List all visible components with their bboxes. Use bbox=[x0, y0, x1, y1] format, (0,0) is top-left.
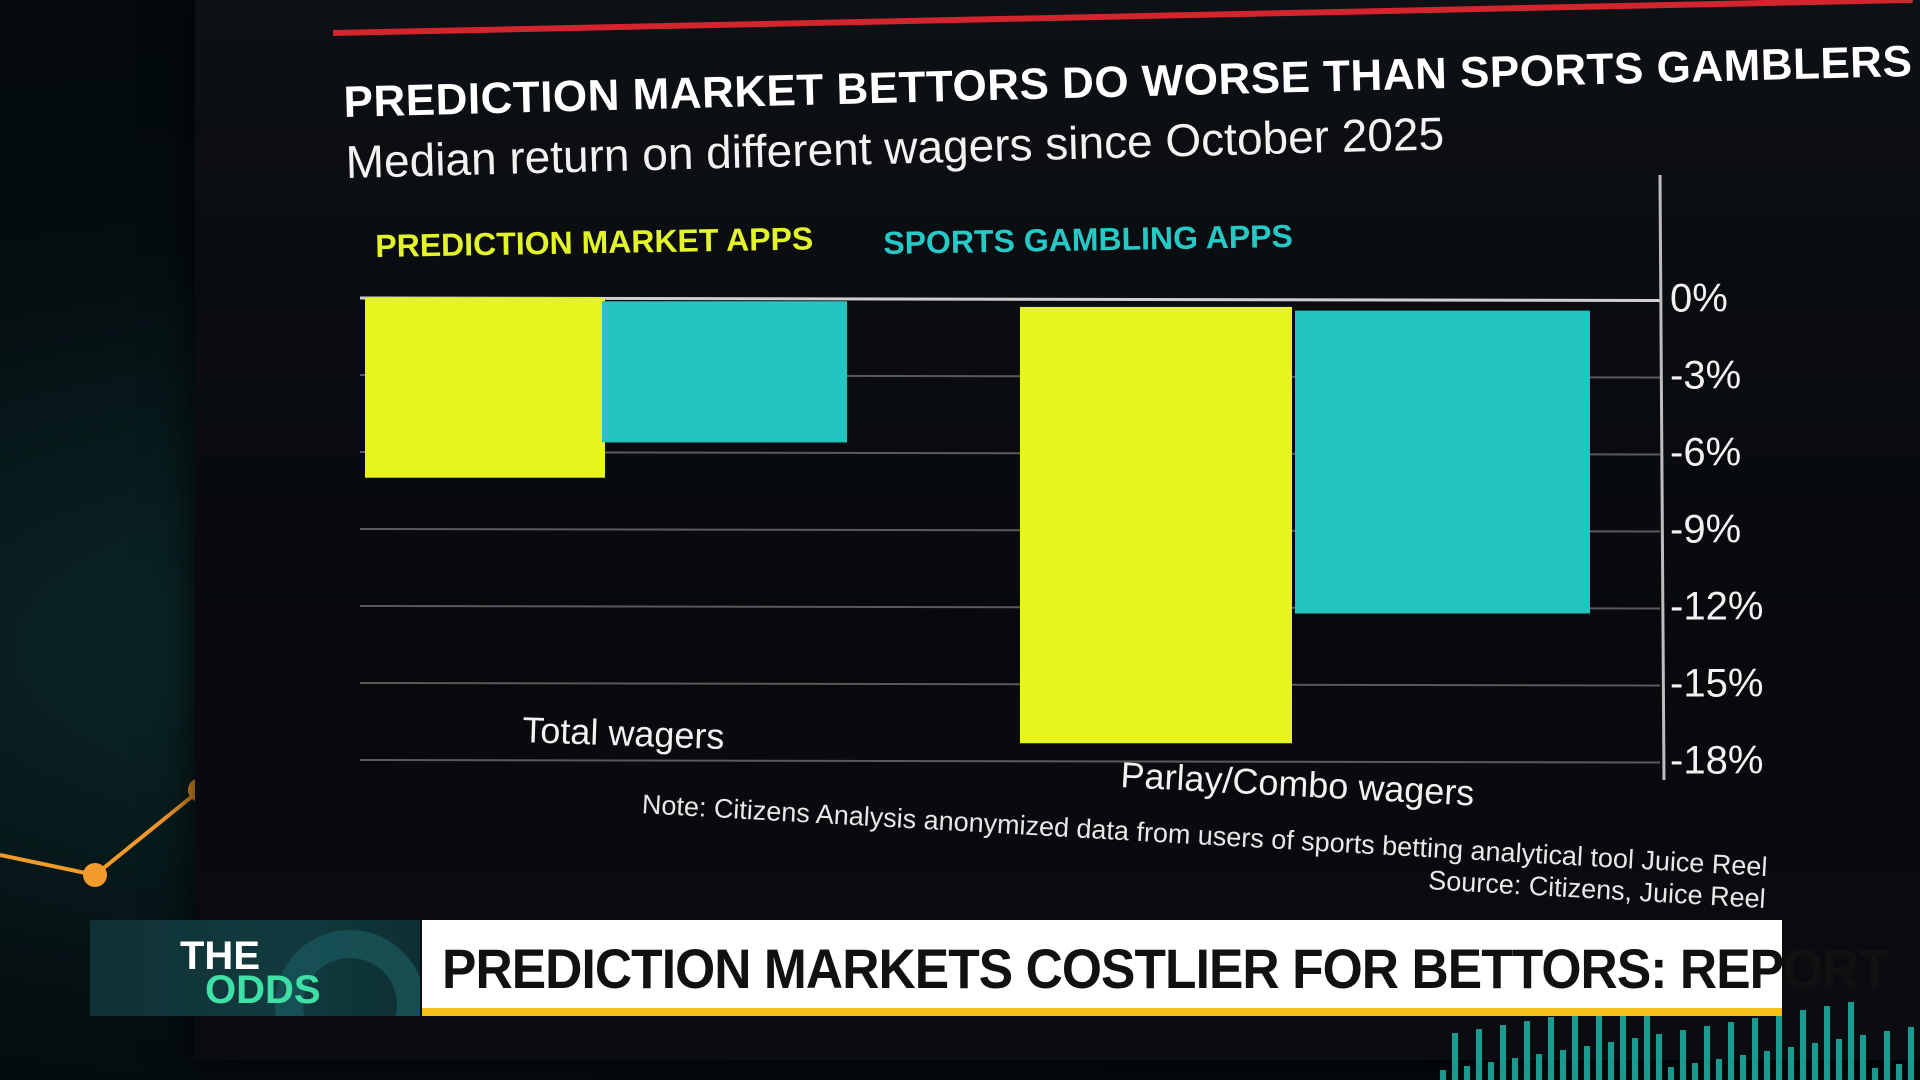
visualizer-bar bbox=[1740, 1055, 1746, 1080]
visualizer-bar bbox=[1728, 1022, 1734, 1080]
visualizer-bar bbox=[1440, 1070, 1446, 1080]
visualizer-bar bbox=[1536, 1054, 1542, 1080]
visualizer-bar bbox=[1524, 1021, 1530, 1080]
y-tick-label: -6% bbox=[1670, 431, 1741, 475]
y-tick-label: -18% bbox=[1670, 739, 1763, 783]
visualizer-bar bbox=[1692, 1063, 1698, 1080]
visualizer-bar bbox=[1452, 1033, 1458, 1080]
visualizer-bar bbox=[1488, 1062, 1494, 1080]
visualizer-bar bbox=[1608, 1042, 1614, 1080]
visualizer-bar bbox=[1704, 1026, 1710, 1080]
lower-third: THE ODDS PREDICTION MARKETS COSTLIER FOR… bbox=[90, 920, 1890, 1016]
visualizer-bar bbox=[1836, 1039, 1842, 1080]
visualizer-bar bbox=[1500, 1025, 1506, 1080]
y-tick-label: 0% bbox=[1670, 277, 1728, 321]
y-tick-label: -3% bbox=[1670, 354, 1741, 398]
visualizer-bar bbox=[1752, 1018, 1758, 1080]
visualizer-bar bbox=[1764, 1051, 1770, 1080]
visualizer-bar bbox=[1884, 1031, 1890, 1080]
gridline bbox=[359, 682, 1661, 687]
visualizer-bar bbox=[1656, 1034, 1662, 1080]
visualizer-bar bbox=[1788, 1047, 1794, 1080]
bar-sports-1 bbox=[1295, 310, 1590, 614]
visualizer-bar bbox=[1680, 1030, 1686, 1080]
visualizer-bar bbox=[1824, 1006, 1830, 1080]
show-name-line2: ODDS bbox=[205, 968, 321, 1012]
y-tick-label: -15% bbox=[1670, 662, 1763, 706]
visualizer-bar bbox=[1572, 1013, 1578, 1080]
visualizer-bar bbox=[1860, 1035, 1866, 1080]
visualizer-bar bbox=[1896, 1064, 1902, 1080]
y-axis-line bbox=[1658, 174, 1666, 781]
audio-visualizer-decoration bbox=[1440, 980, 1920, 1080]
headline-banner: PREDICTION MARKETS COSTLIER FOR BETTORS:… bbox=[422, 920, 1890, 1016]
category-label: Total wagers bbox=[522, 709, 725, 757]
visualizer-bar bbox=[1548, 1017, 1554, 1080]
gridline bbox=[359, 759, 1661, 764]
headline-text: PREDICTION MARKETS COSTLIER FOR BETTORS:… bbox=[442, 937, 1890, 1000]
visualizer-bar bbox=[1620, 1005, 1626, 1080]
visualizer-bar bbox=[1668, 1067, 1674, 1080]
y-tick-label: -12% bbox=[1670, 585, 1763, 629]
show-logo: THE ODDS bbox=[90, 920, 420, 1016]
y-tick-label: -9% bbox=[1670, 508, 1741, 552]
visualizer-bar bbox=[1812, 1043, 1818, 1080]
bar-sports-0 bbox=[602, 301, 847, 443]
visualizer-bar bbox=[1476, 1029, 1482, 1080]
visualizer-bar bbox=[1848, 1002, 1854, 1080]
visualizer-bar bbox=[1776, 1014, 1782, 1080]
visualizer-bar bbox=[1596, 1009, 1602, 1080]
visualizer-bar bbox=[1584, 1046, 1590, 1080]
visualizer-bar bbox=[1512, 1058, 1518, 1080]
visualizer-bar bbox=[1908, 1027, 1914, 1080]
visualizer-bar bbox=[1872, 1068, 1878, 1080]
visualizer-bar bbox=[1644, 1001, 1650, 1080]
show-name-line1: THE bbox=[180, 934, 260, 978]
visualizer-bar bbox=[1800, 1010, 1806, 1080]
visualizer-bar bbox=[1632, 1038, 1638, 1080]
visualizer-bar bbox=[1716, 1059, 1722, 1080]
bar-prediction-0 bbox=[365, 298, 605, 478]
bar-prediction-1 bbox=[1020, 306, 1292, 744]
visualizer-bar bbox=[1464, 1066, 1470, 1080]
visualizer-bar bbox=[1560, 1050, 1566, 1080]
